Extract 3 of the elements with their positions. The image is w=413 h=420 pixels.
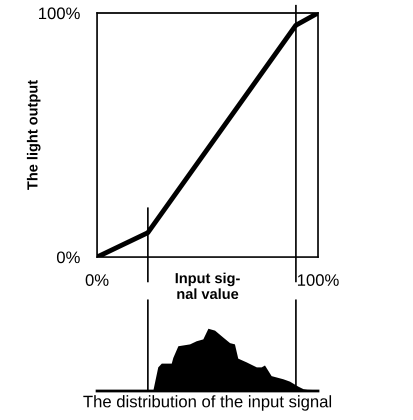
- x-axis-title: The distribution of the input signal: [83, 395, 332, 411]
- x-axis-title: Input sig- nal value: [176, 272, 240, 300]
- y-axis-title: The light output: [26, 80, 41, 190]
